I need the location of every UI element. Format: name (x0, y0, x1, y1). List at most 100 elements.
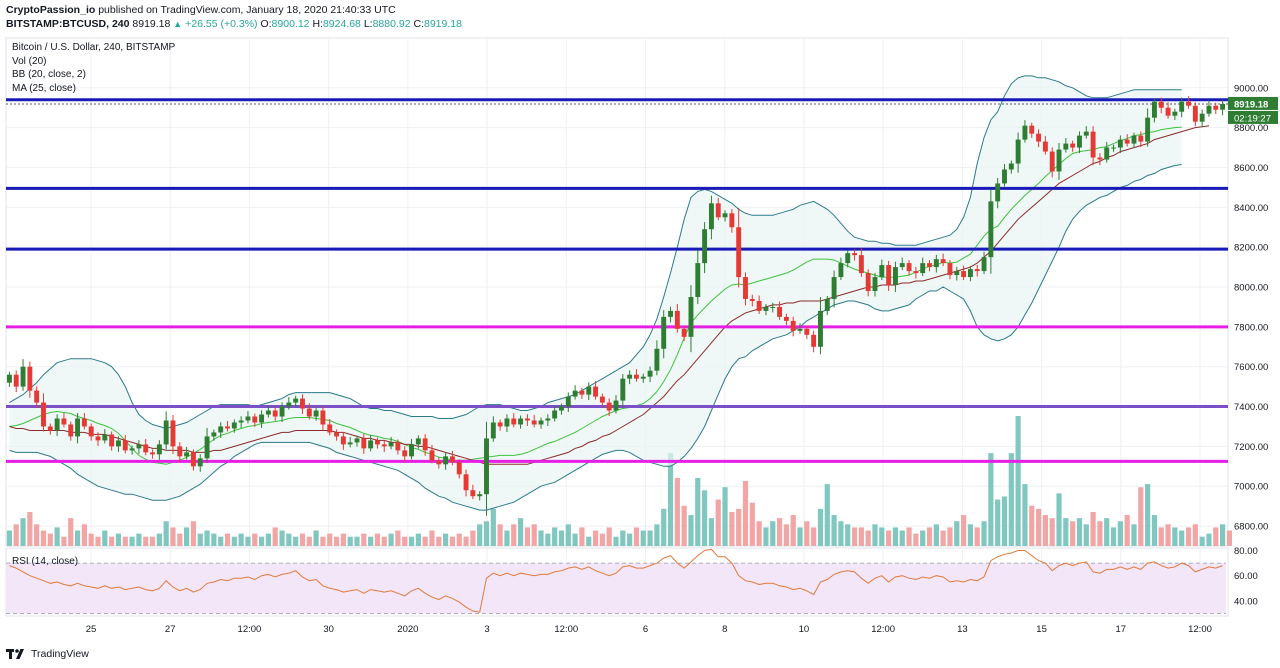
last-price-tag (1228, 96, 1278, 110)
volume-bar (143, 536, 149, 546)
volume-bar (538, 530, 544, 546)
candle-body (818, 310, 823, 347)
volume-bar (906, 527, 912, 546)
candle-body (245, 416, 251, 421)
candle-body (940, 259, 946, 264)
candle-body (61, 418, 67, 425)
candle-body (374, 440, 380, 445)
volume-bar (995, 499, 1001, 546)
price-tick-label: 8400.00 (1234, 203, 1268, 214)
rsi-band-fill (6, 563, 1226, 614)
candle-body (265, 410, 271, 415)
volume-bar (1192, 524, 1198, 546)
volume-bar (231, 536, 237, 546)
volume-bar (708, 518, 715, 546)
candle-body (334, 432, 340, 437)
volume-bar (913, 533, 919, 546)
volume-bar (1220, 524, 1226, 546)
tradingview-brand[interactable]: TradingView (31, 648, 89, 660)
time-tick-label: 6 (643, 624, 648, 635)
volume-bar (729, 511, 735, 546)
volume-bar (115, 533, 122, 546)
volume-bar (490, 508, 496, 546)
volume-bar (258, 536, 265, 546)
volume-bar (831, 515, 837, 546)
volume-bar (1008, 453, 1014, 546)
candle-body (327, 424, 333, 433)
volume-bar (674, 477, 680, 546)
volume-bar (640, 530, 646, 546)
volume-bar (1110, 527, 1117, 546)
candle-body (804, 328, 810, 335)
volume-bar (865, 530, 871, 546)
candle-body (456, 462, 462, 475)
candle-body (1049, 151, 1055, 172)
volume-bar (1213, 527, 1219, 546)
candle-body (293, 398, 299, 403)
candle-body (129, 448, 135, 451)
volume-bar (974, 527, 980, 546)
candle-body (770, 306, 776, 308)
candle-body (1042, 141, 1048, 152)
chart-canvas[interactable]: 6800.00 7000.00 7200.00 7400.00 7600.00 7800.… (0, 34, 1280, 642)
time-tick-label: 13 (957, 624, 968, 635)
candle-body (156, 444, 162, 455)
candle-body (231, 422, 237, 429)
indicator-vol-label[interactable]: Vol (20) (12, 56, 46, 67)
tradingview-logo-icon (6, 649, 24, 659)
candle-body (1090, 131, 1096, 158)
rsi-tick-label: 80.00 (1234, 546, 1258, 557)
candle-body (729, 213, 735, 228)
volume-bar (592, 530, 599, 546)
candle-body (920, 263, 926, 274)
candle-body (320, 410, 326, 425)
candle-body (811, 334, 817, 347)
close-value: 8919.18 (423, 18, 462, 30)
volume-bar (429, 530, 435, 546)
countdown-label: 02:19:27 (1234, 113, 1271, 124)
volume-bar (177, 533, 183, 546)
author-name[interactable]: CryptoPassion_io (6, 4, 96, 16)
chart-title: Bitcoin / U.S. Dollar, 240, BITSTAMP (12, 42, 176, 53)
candle-body (470, 490, 476, 497)
volume-bar (961, 515, 967, 546)
volume-bar (606, 527, 612, 546)
volume-bar (872, 524, 878, 546)
indicator-bb-label[interactable]: BB (20, close, 2) (12, 69, 86, 80)
volume-bar (1083, 524, 1089, 546)
volume-bar (1070, 521, 1076, 546)
candle-body (579, 390, 585, 395)
price-tick-label: 7600.00 (1234, 362, 1268, 373)
volume-bar (313, 530, 319, 546)
candle-body (688, 296, 694, 337)
rsi-path (9, 548, 1223, 613)
volume-bar (702, 490, 708, 546)
candle-body (252, 416, 258, 423)
candle-body (1186, 101, 1191, 106)
volume-bar (374, 533, 381, 546)
time-tick-label: 27 (165, 624, 176, 635)
candle-body (1070, 143, 1076, 148)
chart-labels: Bitcoin / U.S. Dollar, 240, BITSTAMP Vol… (12, 42, 176, 567)
rsi-label[interactable]: RSI (14, close) (12, 556, 78, 567)
volume-bar (565, 524, 571, 546)
candle-body (504, 418, 510, 427)
candle-body (1124, 139, 1130, 144)
price-tick-label: 8000.00 (1234, 283, 1268, 294)
candle-body (668, 310, 673, 317)
volume-bar (6, 530, 12, 546)
candle-body (238, 420, 244, 423)
volume-bar (1049, 518, 1055, 546)
candle-body (150, 452, 155, 455)
volume-bar (190, 521, 197, 546)
candle-body (197, 458, 203, 467)
time-tick-label: 10 (799, 624, 810, 635)
volume-bar (749, 502, 755, 546)
indicator-ma-label[interactable]: MA (25, close) (12, 83, 76, 94)
volume-bar (879, 527, 885, 546)
volume-bar (899, 530, 905, 546)
candle-body (777, 306, 783, 317)
volume-bar (613, 536, 619, 546)
volume-bar (524, 527, 530, 546)
candle-body (361, 438, 367, 449)
